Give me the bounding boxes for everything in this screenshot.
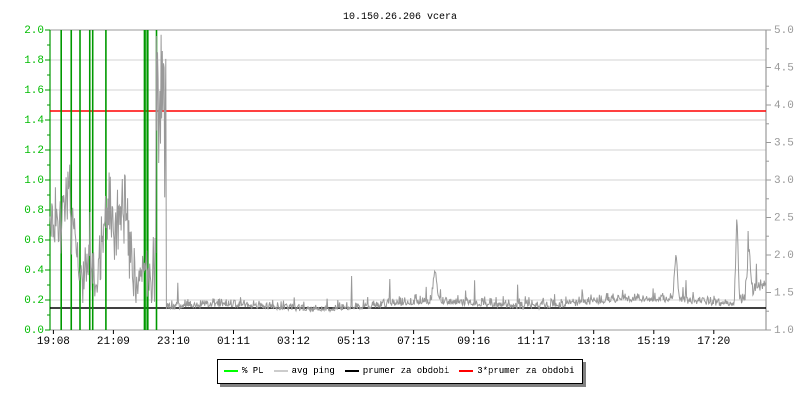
svg-text:1.0: 1.0 bbox=[24, 175, 44, 187]
svg-text:5.0: 5.0 bbox=[774, 25, 794, 37]
svg-text:3.5: 3.5 bbox=[774, 138, 794, 150]
svg-text:07:15: 07:15 bbox=[397, 336, 430, 348]
svg-text:2.0: 2.0 bbox=[24, 25, 44, 37]
svg-text:01:11: 01:11 bbox=[217, 336, 250, 348]
svg-text:21:09: 21:09 bbox=[97, 336, 130, 348]
svg-text:1.0: 1.0 bbox=[774, 325, 794, 337]
svg-text:1.8: 1.8 bbox=[24, 55, 44, 67]
svg-text:17:20: 17:20 bbox=[697, 336, 730, 348]
svg-text:23:10: 23:10 bbox=[157, 336, 190, 348]
svg-text:0.4: 0.4 bbox=[24, 265, 44, 277]
svg-text:1.6: 1.6 bbox=[24, 85, 44, 97]
svg-text:11:17: 11:17 bbox=[517, 336, 550, 348]
svg-text:1.2: 1.2 bbox=[24, 145, 44, 157]
svg-text:13:18: 13:18 bbox=[577, 336, 610, 348]
svg-text:4.0: 4.0 bbox=[774, 100, 794, 112]
svg-text:15:19: 15:19 bbox=[637, 336, 670, 348]
svg-text:0.8: 0.8 bbox=[24, 205, 44, 217]
svg-text:09:16: 09:16 bbox=[457, 336, 490, 348]
svg-text:2.0: 2.0 bbox=[774, 250, 794, 262]
svg-text:4.5: 4.5 bbox=[774, 63, 794, 75]
svg-text:0.2: 0.2 bbox=[24, 295, 44, 307]
svg-text:1.5: 1.5 bbox=[774, 288, 794, 300]
svg-text:03:12: 03:12 bbox=[277, 336, 310, 348]
svg-text:10.150.26.206 vcera: 10.150.26.206 vcera bbox=[343, 12, 457, 23]
svg-text:3.0: 3.0 bbox=[774, 175, 794, 187]
svg-text:2.5: 2.5 bbox=[774, 213, 794, 225]
svg-text:1.4: 1.4 bbox=[24, 115, 44, 127]
svg-text:0.6: 0.6 bbox=[24, 235, 44, 247]
svg-text:05:13: 05:13 bbox=[337, 336, 370, 348]
svg-text:19:08: 19:08 bbox=[37, 336, 70, 348]
